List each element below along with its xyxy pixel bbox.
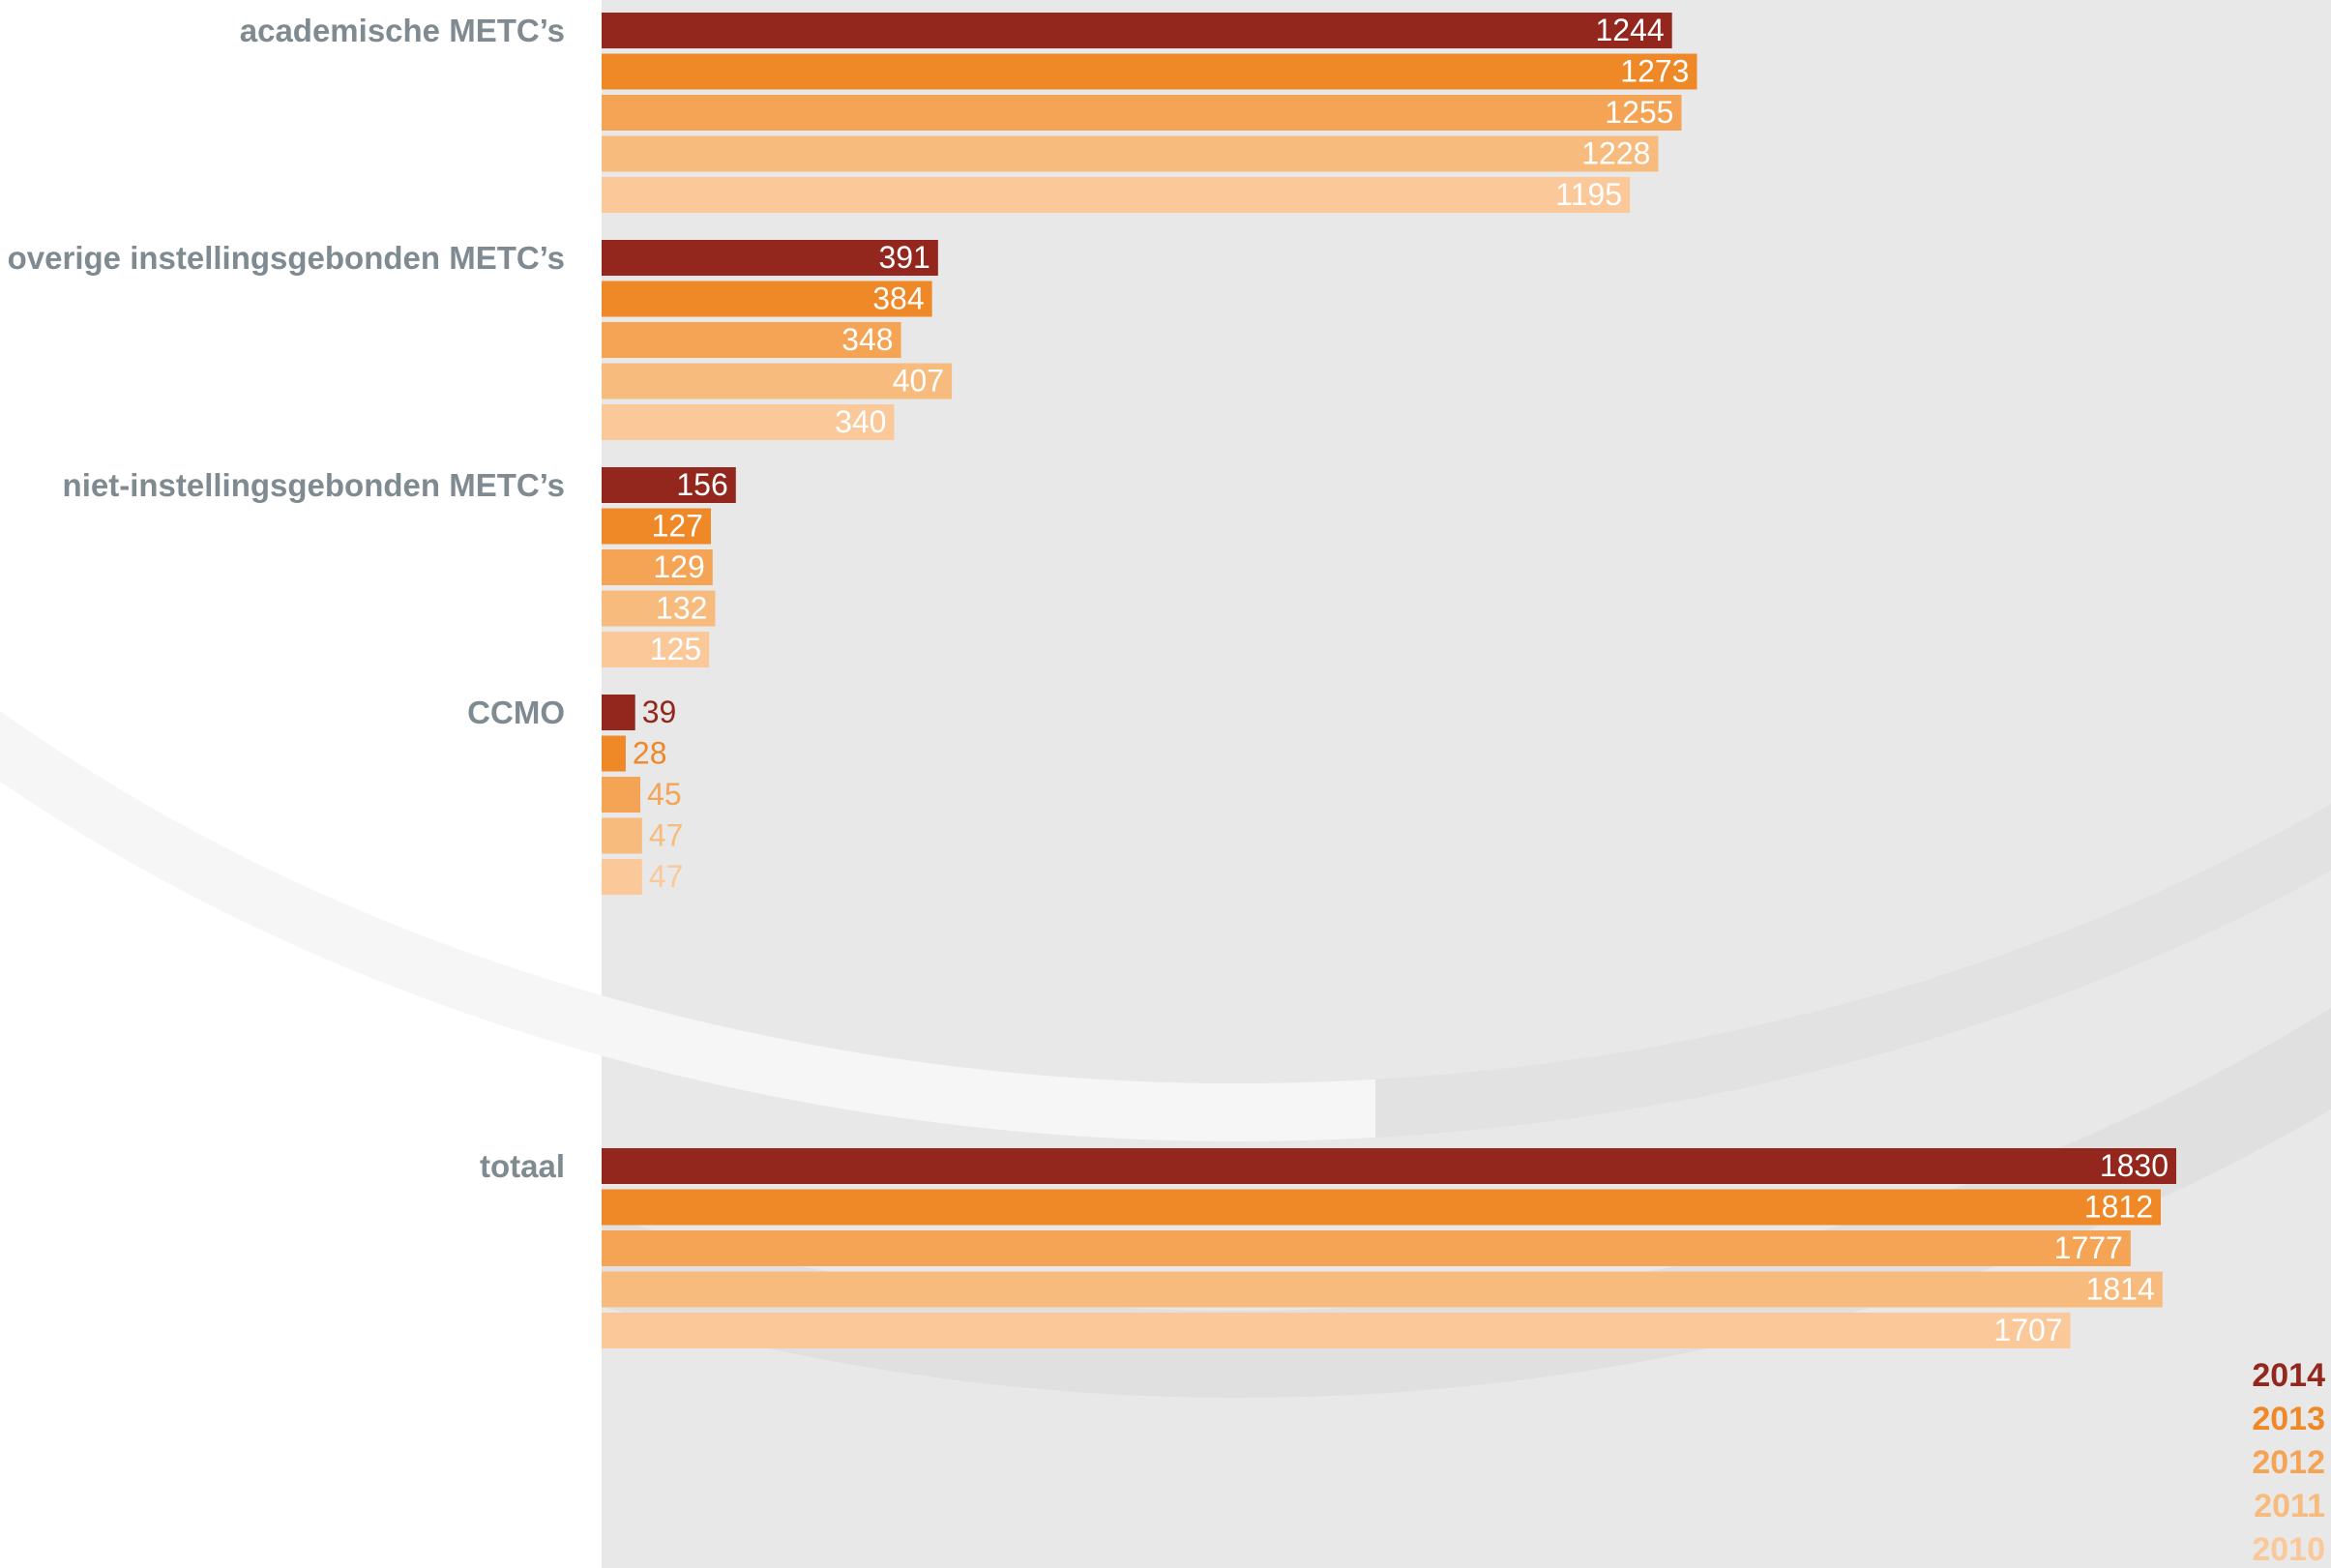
bar-value-label: 1195 (1555, 177, 1622, 212)
bar-value-label: 129 (653, 549, 704, 584)
bar (602, 467, 736, 503)
bar (602, 240, 938, 276)
bar (602, 404, 895, 440)
bar-value-label: 156 (676, 467, 727, 502)
legend-entry: 2010 (2252, 1531, 2325, 1568)
bar (602, 777, 641, 813)
bar (602, 1271, 2163, 1308)
bar (602, 1313, 2071, 1348)
bar (602, 177, 1631, 213)
category-label: CCMO (467, 695, 565, 730)
bar (602, 363, 953, 399)
bar-value-label: 391 (878, 240, 929, 275)
bar-value-label: 384 (872, 281, 924, 316)
bar (602, 13, 1672, 48)
legend: 2014 2013 2012 2011 2010 (2252, 1357, 2325, 1568)
background-arc (0, 0, 2331, 1354)
bar-value-label: 28 (633, 736, 667, 771)
category-label: overige instellingsgebonden METC’s (8, 240, 565, 276)
legend-entry: 2011 (2254, 1488, 2325, 1524)
bar-value-label: 39 (642, 695, 677, 729)
bar (602, 281, 932, 317)
category-labels: academische METC’s overige instellingsgeb… (8, 13, 565, 1184)
bar-value-label: 1814 (2086, 1272, 2155, 1307)
bar (602, 695, 635, 730)
background-arc (0, 0, 2331, 1112)
bar-value-label: 1830 (2100, 1148, 2169, 1183)
legend-entry: 2013 (2252, 1401, 2325, 1437)
bar-value-label: 348 (841, 322, 893, 357)
category-label: niet-instellingsgebonden METC’s (63, 467, 565, 503)
bar-value-label: 1228 (1581, 136, 1650, 171)
bar-value-label: 1707 (1993, 1313, 2062, 1347)
category-label: academische METC’s (240, 13, 565, 48)
bar (602, 1230, 2131, 1266)
bar-value-label: 407 (893, 364, 944, 399)
bar-value-label: 132 (656, 591, 707, 626)
bar-value-label: 1255 (1605, 95, 1673, 130)
bar-value-label: 1777 (2054, 1230, 2123, 1265)
bar (602, 632, 710, 667)
bar (602, 135, 1659, 172)
bar (602, 1148, 2176, 1184)
category-label: totaal (480, 1148, 565, 1184)
bar (602, 53, 1697, 90)
legend-entry: 2012 (2252, 1444, 2325, 1481)
legend-entry: 2014 (2252, 1357, 2325, 1394)
bar (602, 1189, 2161, 1226)
bar (602, 859, 642, 895)
bar (602, 322, 901, 358)
bar-value-label: 45 (647, 777, 682, 812)
bar (602, 590, 716, 627)
bar (602, 95, 1682, 131)
bar-value-label: 127 (652, 509, 703, 544)
bar (602, 735, 626, 772)
bar-value-label: 1244 (1595, 13, 1664, 47)
bar-value-label: 1812 (2084, 1190, 2153, 1225)
bar-value-label: 125 (650, 632, 701, 666)
bar-value-label: 340 (835, 404, 886, 439)
bar (602, 817, 642, 854)
bar (602, 549, 713, 585)
bar-value-label: 47 (649, 818, 684, 853)
bar-value-label: 47 (649, 859, 684, 894)
bar-value-label: 1273 (1620, 54, 1689, 89)
bar (602, 508, 711, 545)
